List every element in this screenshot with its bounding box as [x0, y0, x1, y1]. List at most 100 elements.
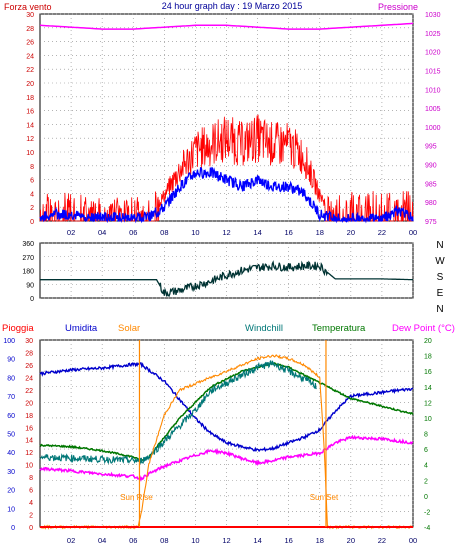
wind-avg-line — [39, 166, 414, 224]
temp-tick-label: 20 — [424, 338, 432, 345]
pressure-tick-label: 1025 — [425, 31, 441, 38]
wind-tick-label: 30 — [26, 12, 34, 19]
humidity-tick-label: 20 — [7, 488, 15, 495]
rain-tick-label: 10 — [25, 463, 33, 470]
rain-tick-label: 26 — [25, 363, 33, 370]
wind-tick-label: 28 — [26, 26, 34, 33]
compass-label: E — [437, 288, 444, 299]
wind-tick-label: 8 — [30, 164, 34, 171]
temp-tick-label: 18 — [424, 354, 432, 361]
legend-entry: Temperatura — [312, 323, 366, 334]
temp-x-tick-label: 16 — [284, 536, 292, 545]
rain-tick-label: 28 — [25, 350, 33, 357]
humidity-tick-label: 60 — [7, 413, 15, 420]
temp-tick-label: 6 — [424, 447, 428, 454]
rain-tick-label: 20 — [25, 400, 33, 407]
wind-tick-label: 6 — [30, 178, 34, 185]
humidity-tick-label: 0 — [11, 525, 15, 532]
rain-tick-label: 16 — [25, 425, 33, 432]
temp-tick-label: -2 — [424, 509, 430, 516]
temp-x-tick-label: 08 — [160, 536, 168, 545]
humidity-tick-label: 100 — [3, 338, 15, 345]
wind-tick-label: 16 — [26, 109, 34, 116]
sun-rise-label: Sun Rise — [120, 493, 153, 502]
wind-x-tick-label: 08 — [160, 228, 168, 237]
wind-x-tick-label: 10 — [191, 228, 199, 237]
wind-tick-label: 12 — [26, 136, 34, 143]
dir-tick-label: 90 — [26, 282, 34, 289]
humidity-tick-label: 40 — [7, 450, 15, 457]
pressure-tick-label: 975 — [425, 219, 437, 226]
wind-x-tick-label: 04 — [98, 228, 106, 237]
legend-entry: Dew Point (°C) — [392, 323, 455, 334]
wind-tick-label: 2 — [30, 205, 34, 212]
wind-tick-label: 4 — [30, 191, 34, 198]
temp-x-tick-label: 12 — [222, 536, 230, 545]
wind-axis-title: Forza vento — [4, 2, 52, 12]
temp-tick-label: -4 — [424, 525, 430, 532]
pressure-tick-label: 995 — [425, 144, 437, 151]
temp-tick-label: 16 — [424, 369, 432, 376]
pressure-tick-label: 980 — [425, 200, 437, 207]
temp-tick-label: 4 — [424, 463, 428, 470]
wind-x-tick-label: 02 — [67, 228, 75, 237]
wind-plot-frame — [39, 13, 414, 222]
legend-entry: Pioggia — [2, 323, 34, 334]
wind-tick-label: 18 — [26, 95, 34, 102]
wind-x-tick-label: 18 — [316, 228, 324, 237]
rain-tick-label: 22 — [25, 388, 33, 395]
temp-x-tick-label: 02 — [67, 536, 75, 545]
humidity-tick-label: 70 — [7, 394, 15, 401]
temp-x-tick-label: 00 — [409, 536, 417, 545]
temp-x-tick-label: 20 — [347, 536, 355, 545]
pressure-tick-label: 1020 — [425, 50, 441, 57]
chart-title: 24 hour graph day : 19 Marzo 2015 — [162, 1, 303, 11]
wind-x-tick-label: 00 — [409, 228, 417, 237]
pressure-tick-label: 1030 — [425, 12, 441, 19]
wind-tick-label: 26 — [26, 40, 34, 47]
rain-tick-label: 12 — [25, 450, 33, 457]
pressure-tick-label: 985 — [425, 181, 437, 188]
windchill-line — [39, 360, 317, 465]
temp-tick-label: 10 — [424, 416, 432, 423]
humidity-line — [39, 362, 414, 453]
wind-tick-label: 10 — [26, 150, 34, 157]
pressure-tick-label: 1005 — [425, 106, 441, 113]
temp-x-tick-label: 14 — [253, 536, 261, 545]
temp-tick-label: 0 — [424, 494, 428, 501]
temp-tick-label: 12 — [424, 400, 432, 407]
wind-x-tick-label: 22 — [378, 228, 386, 237]
rain-tick-label: 14 — [25, 438, 33, 445]
wind-direction-line — [40, 260, 414, 298]
pressure-tick-label: 1010 — [425, 87, 441, 94]
dir-tick-label: 360 — [22, 241, 34, 248]
temp-tick-label: 14 — [424, 385, 432, 392]
pressure-axis-title: Pressione — [378, 2, 418, 12]
rain-tick-label: 2 — [29, 513, 33, 520]
pressure-line — [39, 22, 414, 30]
temp-tick-label: 8 — [424, 432, 428, 439]
humidity-tick-label: 30 — [7, 469, 15, 476]
legend-entry: Solar — [118, 323, 140, 334]
rain-tick-label: 4 — [29, 500, 33, 507]
wind-x-tick-label: 06 — [129, 228, 137, 237]
pressure-tick-label: 1000 — [425, 125, 441, 132]
compass-label: S — [437, 272, 444, 283]
pressure-tick-label: 990 — [425, 163, 437, 170]
temp-x-tick-label: 06 — [129, 536, 137, 545]
humidity-tick-label: 10 — [7, 506, 15, 513]
pressure-tick-label: 1015 — [425, 68, 441, 75]
temp-x-tick-label: 04 — [98, 536, 106, 545]
rain-tick-label: 6 — [29, 488, 33, 495]
temp-x-tick-label: 18 — [316, 536, 324, 545]
dir-tick-label: 270 — [22, 255, 34, 262]
wind-tick-label: 0 — [30, 219, 34, 226]
wind-tick-label: 24 — [26, 53, 34, 60]
temperature-line — [39, 362, 414, 463]
compass-label: W — [435, 256, 445, 267]
sun-set-label: Sun Set — [310, 493, 339, 502]
wind-x-tick-label: 16 — [284, 228, 292, 237]
rain-tick-label: 18 — [25, 413, 33, 420]
